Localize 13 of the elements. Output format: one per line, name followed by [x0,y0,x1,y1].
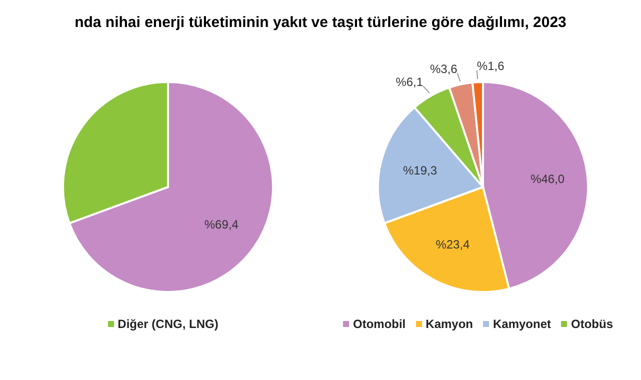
legend-label: Diğer (CNG, LNG) [118,317,218,331]
data-label: %46,0 [530,172,565,186]
legend-label: Otomobil [352,317,406,331]
text: nda nihai enerji tüketiminin yakıt ve taşıt türlerine göre dağılımı, 2023 [74,13,568,33]
data-label: %3,6 [430,62,458,76]
data-label: %23,4 [436,238,470,252]
legend-label: Kamyon [426,317,473,331]
data-label: %19,3 [402,164,438,178]
legend-label: Kamyonet [493,317,552,331]
data-label: %69,4 [204,217,239,232]
data-label: %6,1 [396,74,424,89]
data-label: %1,6 [476,59,505,74]
legend-label: Otobüs [571,317,614,331]
